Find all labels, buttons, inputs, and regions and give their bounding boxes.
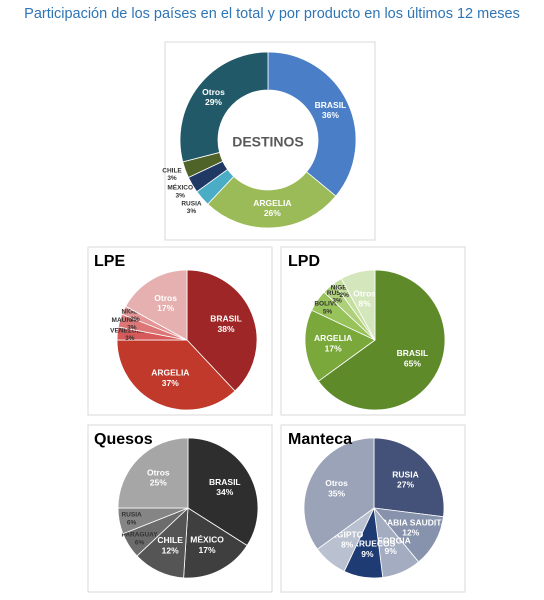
slice-category: BRASIL <box>210 314 242 324</box>
pie-slice <box>186 269 258 392</box>
slice-value: 37% <box>162 378 179 388</box>
slice-category: MÉXICO <box>190 535 224 545</box>
slice-value: 2% <box>130 316 140 323</box>
slice-value: 36% <box>322 110 339 120</box>
chart-title: Manteca <box>288 431 352 448</box>
slice-category: ARGELIA <box>151 368 189 378</box>
slice-category: EGIPTO <box>331 530 363 540</box>
slice-category: MAURITANIA <box>112 317 153 324</box>
slice-value: 3% <box>187 208 197 215</box>
slice-value: 6% <box>127 519 137 526</box>
slice-value: 8% <box>341 540 354 550</box>
charts: BRASIL36%ARGELIA26%RUSIA3%MÉXICO3%CHILE3… <box>110 51 447 579</box>
chart-title: LPE <box>94 253 125 270</box>
slice-category: RUSIA <box>181 200 202 207</box>
chart-title: Quesos <box>94 431 153 448</box>
slice-value: 2% <box>340 292 350 299</box>
slice-category: NIGERIA <box>331 284 358 291</box>
slice-value: 65% <box>404 358 421 368</box>
slice-value: 34% <box>216 487 233 497</box>
slice-category: RUSIA <box>121 512 142 519</box>
pie-slice <box>116 339 236 411</box>
slice-category: MARRUECOS <box>340 539 396 549</box>
slice-value: 35% <box>328 488 345 498</box>
slice-value: 8% <box>358 299 371 309</box>
slice-value: 3% <box>176 193 186 200</box>
slice-category: Otros <box>147 467 170 477</box>
slice-category: PARAGUAY <box>121 532 158 539</box>
slice-category: Otros <box>154 293 177 303</box>
slice-category: BOLIVIA <box>314 301 341 308</box>
slice-category: Otros <box>202 87 225 97</box>
slice-value: 29% <box>205 97 222 107</box>
slice-category: ARGELIA <box>314 333 352 343</box>
slice-value: 17% <box>199 545 216 555</box>
slice-value: 3% <box>127 325 137 332</box>
slice-value: 25% <box>150 478 167 488</box>
pie-slice <box>317 269 446 411</box>
pie-slice <box>125 269 188 341</box>
slice-category: VENEZUELA <box>110 327 150 334</box>
slice-category: CHILE <box>157 535 183 545</box>
pie-slice <box>117 437 189 509</box>
donut-slice <box>179 51 269 163</box>
slice-value: 3% <box>332 298 342 305</box>
pie-slice <box>183 507 248 579</box>
slice-category: ARABIA SAUDITA <box>375 517 447 527</box>
slice-category: CHILE <box>162 167 182 174</box>
slice-category: Otros <box>353 288 376 298</box>
slice-value: 6% <box>135 539 145 546</box>
slice-value: 3% <box>125 335 135 342</box>
slice-value: 17% <box>157 303 174 313</box>
slice-category: MÉXICO <box>167 183 193 192</box>
slice-category: RUSIA <box>327 290 348 297</box>
slice-category: RUSIA <box>392 469 418 479</box>
slice-value: 5% <box>323 308 333 315</box>
slice-value: 17% <box>325 343 342 353</box>
slice-value: 38% <box>218 324 235 334</box>
chart-title: LPD <box>288 253 320 270</box>
slice-value: 26% <box>264 208 281 218</box>
slice-category: BRASIL <box>397 348 429 358</box>
center-label: DESTINOS <box>232 134 304 150</box>
slice-value: 9% <box>361 549 374 559</box>
slice-value: 27% <box>397 480 414 490</box>
donut-slice <box>267 51 357 197</box>
slice-value: 12% <box>162 545 179 555</box>
slice-value: 12% <box>402 528 419 538</box>
slice-category: Otros <box>325 478 348 488</box>
slice-value: 3% <box>167 175 177 182</box>
pie-slice <box>303 437 375 550</box>
slice-category: GEORGIA <box>371 536 411 546</box>
donut-slice <box>207 171 337 229</box>
pie-slice <box>304 309 376 382</box>
pie-slice <box>373 437 445 518</box>
pie-slice <box>340 269 376 341</box>
slice-category: BRASIL <box>315 100 347 110</box>
slice-category: ARGELIA <box>253 198 291 208</box>
slice-value: 9% <box>385 546 398 556</box>
slice-category: BRASIL <box>209 477 241 487</box>
page-title: Participación de los países en el total … <box>24 6 520 22</box>
